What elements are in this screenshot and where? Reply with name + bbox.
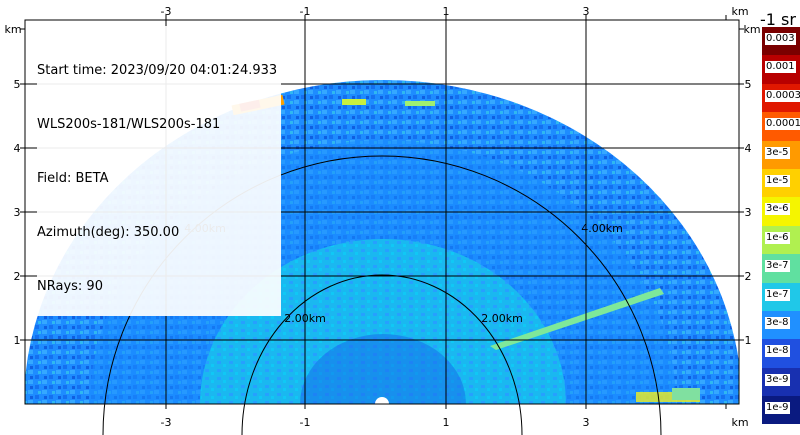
x-tick-top: -1 <box>300 5 311 18</box>
aerosol-streak <box>490 288 664 350</box>
start-time-text: Start time: 2023/09/20 04:01:24.933 <box>37 63 278 78</box>
range-ring-label-2km: 2.00km <box>284 312 326 325</box>
colorbar-swatch: 3e-8 <box>762 310 800 340</box>
field-text: Field: BETA <box>37 171 109 186</box>
y-tick-left: 4 <box>14 142 21 155</box>
y-tick-right: 2 <box>745 270 752 283</box>
azimuth-text: Azimuth(deg): 350.00 <box>37 225 180 240</box>
axis-ticks <box>20 15 744 409</box>
colorbar-swatch: 1e-5 <box>762 168 800 198</box>
x-tick-bottom: 3 <box>583 416 590 429</box>
colorbar-label: 1e-8 <box>765 345 790 358</box>
colorbar-swatch: 1e-7 <box>762 282 800 311</box>
colorbar-label: 1e-7 <box>765 288 790 301</box>
x-tick-top: 1 <box>443 5 450 18</box>
colorbar: 0.003 0.001 0.0003 0.0001 3e-5 1e-5 3e-6 1e-6 3e… <box>762 27 800 425</box>
colorbar-title: -1 sr <box>760 10 796 29</box>
x-unit-bottom: km <box>731 416 748 429</box>
y-unit-right: km <box>743 23 760 36</box>
colorbar-swatch: 1e-6 <box>762 225 800 255</box>
y-tick-left: 1 <box>14 334 21 347</box>
x-unit-top: km <box>731 5 748 18</box>
colorbar-swatch: 3e-9 <box>762 367 800 397</box>
colorbar-label: 3e-5 <box>765 146 790 159</box>
range-ring-label-2km: 2.00km <box>481 312 523 325</box>
colorbar-label: 3e-6 <box>765 203 790 216</box>
colorbar-label: 0.0003 <box>765 89 800 102</box>
colorbar-swatch: 3e-7 <box>762 254 800 283</box>
x-tick-bottom: -1 <box>300 416 311 429</box>
colorbar-swatch: 0.001 <box>762 55 800 84</box>
instrument-text: WLS200s-181/WLS200s-181 <box>37 117 221 132</box>
nrays-text: NRays: 90 <box>37 279 103 294</box>
colorbar-swatch: 3e-6 <box>762 197 800 226</box>
range-ring-label-4km: 4.00km <box>581 222 623 235</box>
colorbar-label: 3e-8 <box>765 316 790 329</box>
return-patch-2 <box>405 101 435 106</box>
colorbar-label: 1e-5 <box>765 174 790 187</box>
radar-origin <box>375 397 389 404</box>
colorbar-label: 0.0001 <box>765 118 800 131</box>
return-patch-4 <box>672 388 700 400</box>
y-tick-right: 1 <box>745 334 752 347</box>
y-tick-right: 3 <box>745 206 752 219</box>
x-tick-bottom: 1 <box>443 416 450 429</box>
colorbar-swatch: 0.003 <box>762 27 800 56</box>
colorbar-label: 1e-6 <box>765 231 790 244</box>
colorbar-swatch: 1e-8 <box>762 339 800 368</box>
colorbar-swatch: 3e-5 <box>762 140 800 169</box>
near-field-sector <box>300 334 466 404</box>
y-tick-right: 5 <box>745 78 752 91</box>
return-patch-3 <box>636 392 700 402</box>
colorbar-swatch: 1e-9 <box>762 396 800 425</box>
y-tick-left: 5 <box>14 78 21 91</box>
colorbar-swatch: 0.0001 <box>762 112 800 141</box>
scan-info-panel: Start time: 2023/09/20 04:01:24.933 WLS2… <box>37 26 282 316</box>
y-tick-left: 3 <box>14 206 21 219</box>
y-tick-right: 4 <box>745 142 752 155</box>
colorbar-label: 3e-9 <box>765 373 790 386</box>
inner-return-sector <box>200 239 566 404</box>
range-ring-2km <box>241 274 523 435</box>
colorbar-label: 1e-9 <box>765 402 790 415</box>
x-tick-top: -3 <box>161 5 172 18</box>
x-tick-top: 3 <box>583 5 590 18</box>
colorbar-label: 0.003 <box>765 33 796 45</box>
colorbar-label: 0.001 <box>765 61 796 74</box>
colorbar-swatch: 0.0003 <box>762 83 800 113</box>
y-tick-left: 2 <box>14 270 21 283</box>
return-patch-1 <box>342 99 366 105</box>
y-unit-left: km <box>4 23 21 36</box>
x-tick-bottom: -3 <box>161 416 172 429</box>
colorbar-label: 3e-7 <box>765 260 790 273</box>
